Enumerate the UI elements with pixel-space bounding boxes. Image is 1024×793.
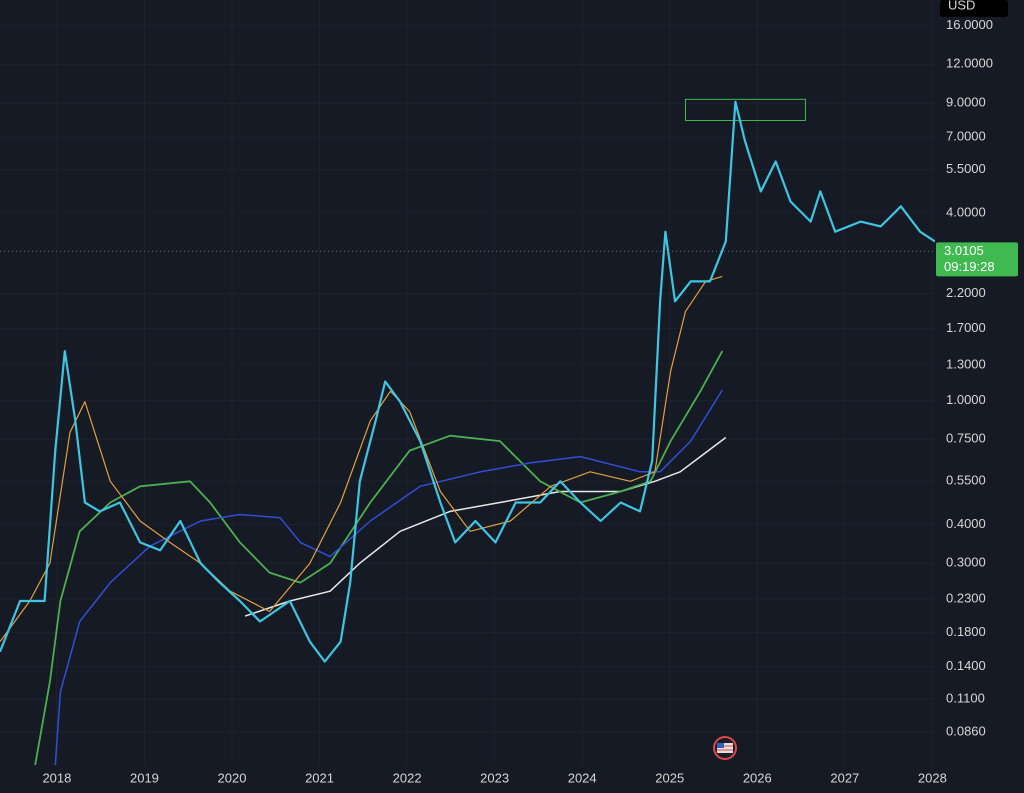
y-tick-label: 0.1800: [946, 624, 986, 639]
x-tick-label: 2021: [305, 770, 334, 785]
y-tick-label: 0.7500: [946, 431, 986, 446]
series-line: [54, 389, 723, 765]
x-tick-label: 2020: [218, 770, 247, 785]
y-tick-label: 0.2300: [946, 591, 986, 606]
x-tick-label: 2028: [918, 770, 947, 785]
y-tick-label: 0.5500: [946, 473, 986, 488]
y-tick-label: 1.7000: [946, 320, 986, 335]
y-tick-label: 7.0000: [946, 129, 986, 144]
y-tick-label: 2.2000: [946, 285, 986, 300]
y-tick-label: 0.3000: [946, 555, 986, 570]
y-tick-label: 1.0000: [946, 392, 986, 407]
price-box: [936, 242, 1018, 277]
y-tick-label: 9.0000: [946, 95, 986, 110]
series-line: [244, 436, 727, 617]
x-tick-label: 2025: [655, 770, 684, 785]
axes: 0.0860 0.1100 0.1400 0.1800 0.2300 0.3000 0.40…: [42, 17, 1018, 785]
y-tick-label: 0.0860: [946, 724, 986, 739]
price-label: 3.0105: [944, 243, 984, 258]
y-tick-label: 0.1400: [946, 658, 986, 673]
plot-area: [0, 98, 935, 765]
countdown-label: 09:19:28: [944, 259, 995, 274]
event-icon[interactable]: [713, 736, 737, 760]
x-tick-label: 2019: [130, 770, 159, 785]
grid: [0, 0, 935, 765]
series-line: [0, 100, 935, 663]
currency-box: [940, 0, 1008, 17]
currency-label: USD: [948, 0, 975, 12]
x-tick-label: 2027: [830, 770, 859, 785]
y-tick-label: 12.0000: [946, 56, 993, 71]
highlight-box: [684, 98, 806, 121]
x-tick-label: 2024: [568, 770, 597, 785]
x-tick-label: 2018: [42, 770, 71, 785]
y-tick-label: 16.0000: [946, 17, 993, 32]
series-line: [0, 275, 723, 643]
y-tick-label: 1.3000: [946, 356, 986, 371]
x-tick-label: 2022: [393, 770, 422, 785]
y-tick-label: 5.5000: [946, 161, 986, 176]
y-tick-label: 4.0000: [946, 204, 986, 219]
x-tick-label: 2026: [743, 770, 772, 785]
y-tick-label: 0.1100: [946, 690, 985, 705]
x-tick-label: 2023: [480, 770, 509, 785]
y-tick-label: 0.4000: [946, 516, 986, 531]
